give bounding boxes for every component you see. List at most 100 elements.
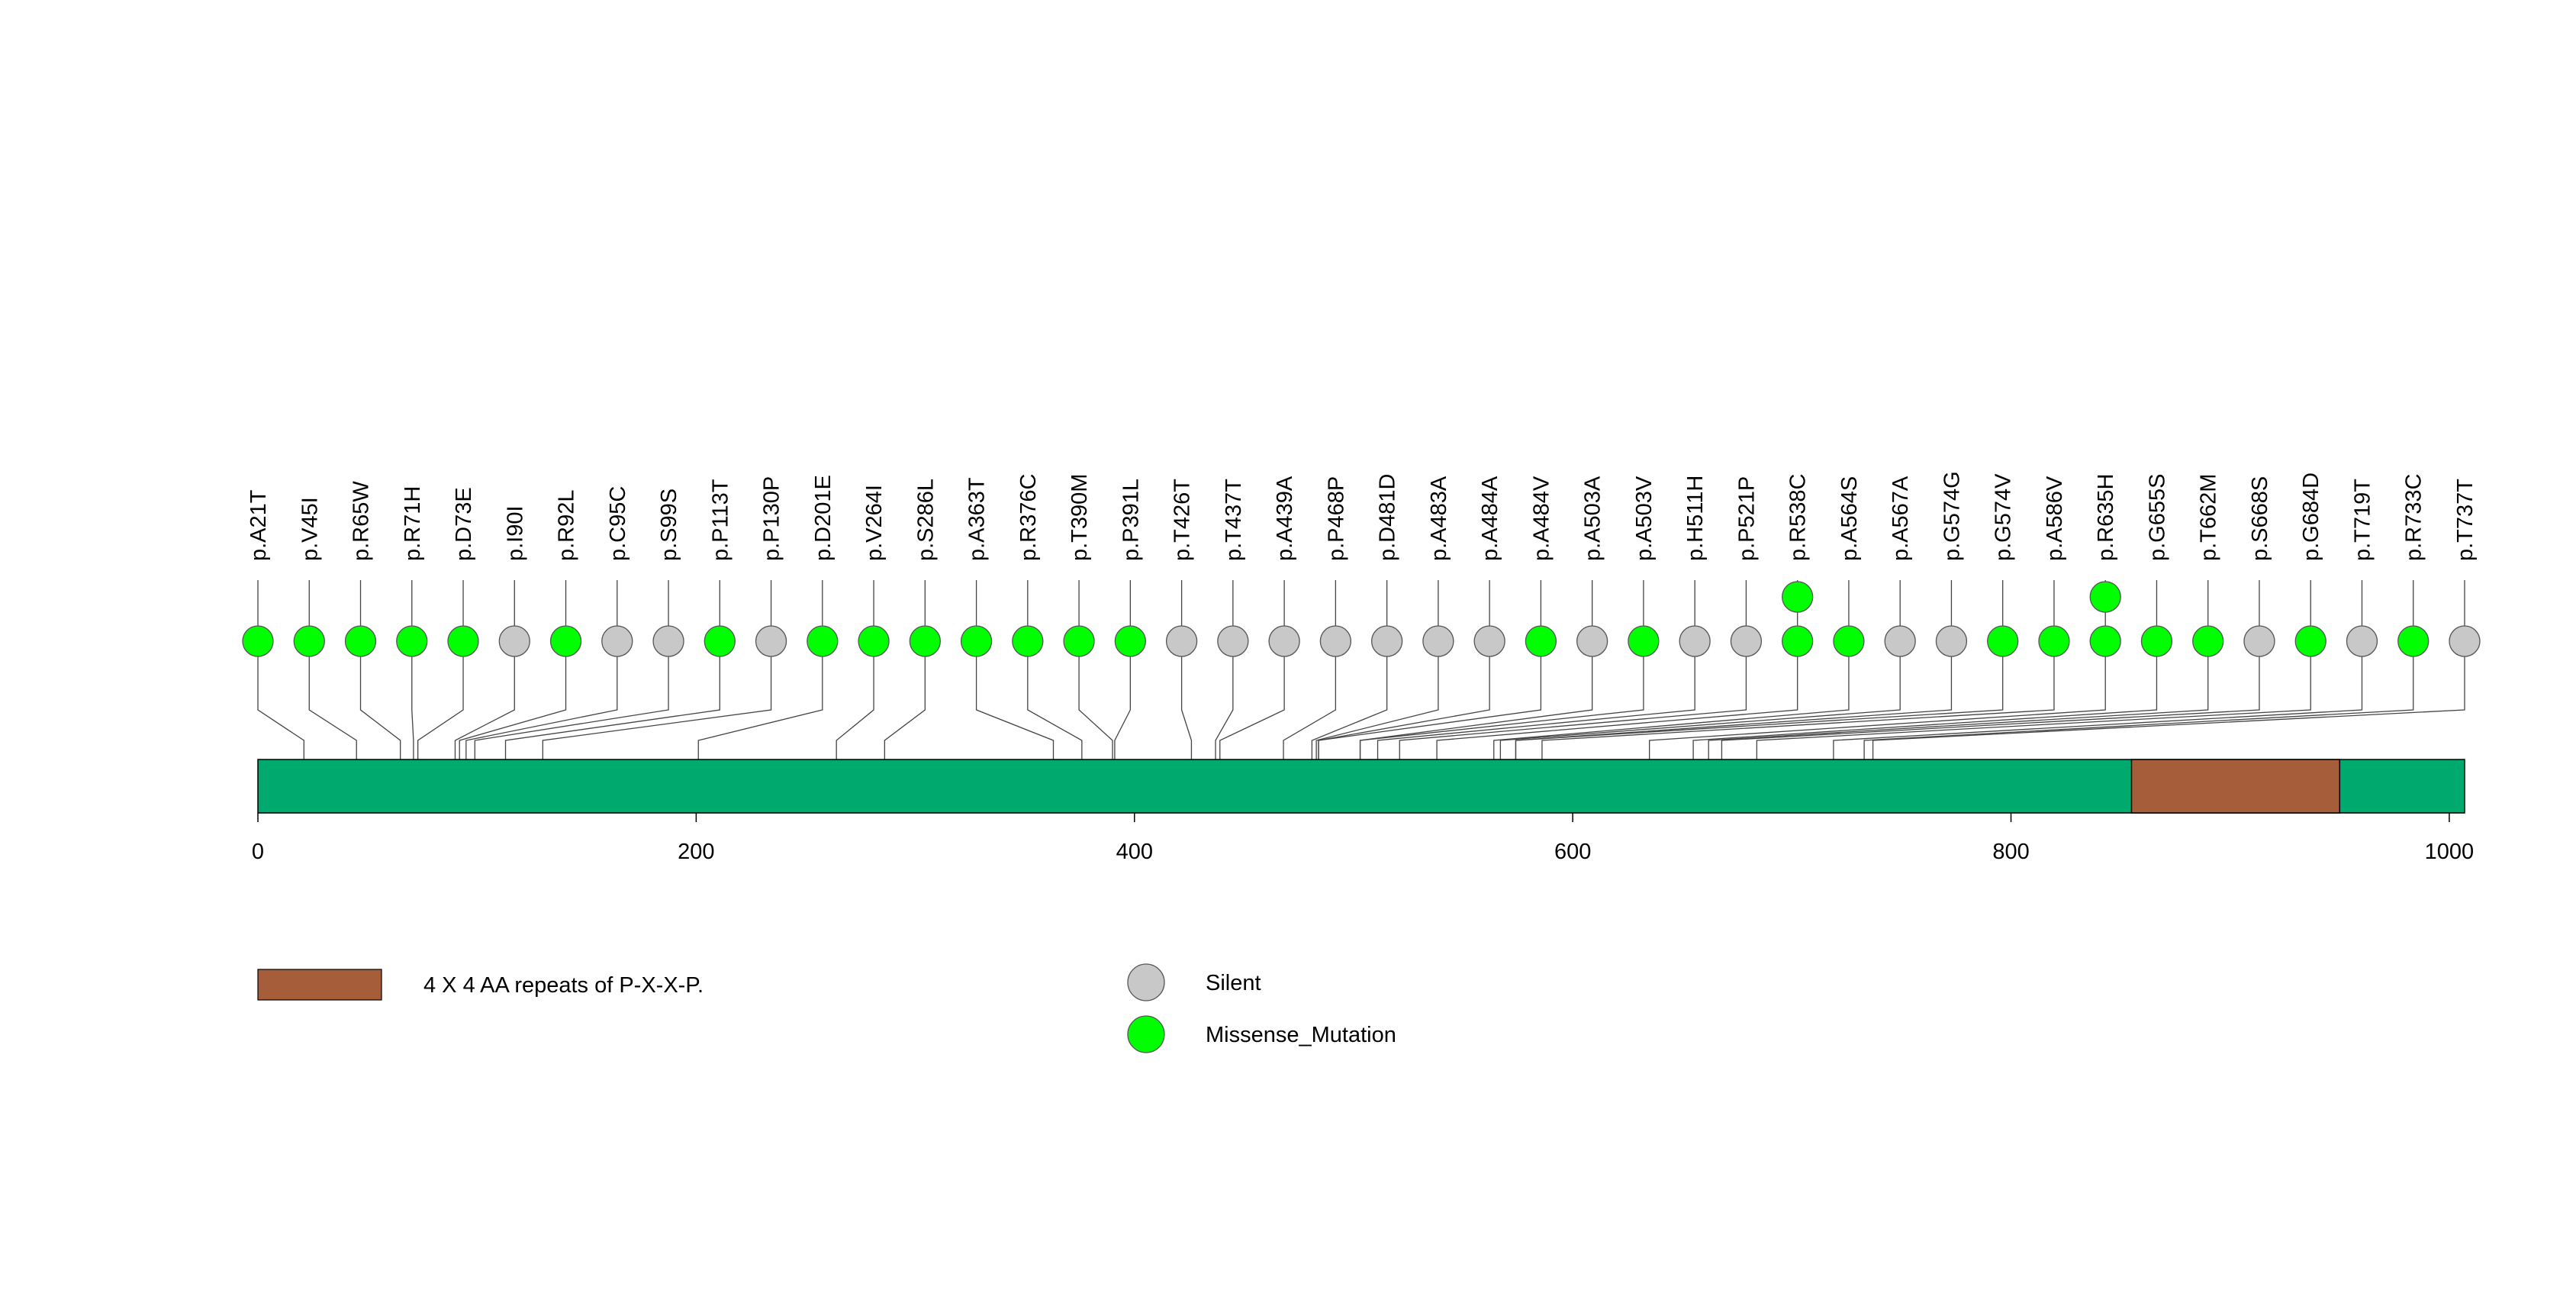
connector-p-a21t (257, 580, 304, 759)
pin-p-t437t (1217, 625, 1249, 657)
label-p-d73e: p.D73E (452, 487, 476, 561)
connector-p-t390m (1078, 580, 1113, 759)
pin-p-r635h-2 (2089, 581, 2121, 613)
label-p-a567a: p.A567A (1889, 476, 1913, 561)
label-p-c95c: p.C95C (606, 486, 630, 561)
pin-p-a503a (1576, 625, 1608, 657)
pin-p-r376c (1012, 625, 1044, 657)
connector-p-r65w (359, 580, 401, 759)
domain-regions (2130, 759, 2341, 814)
pin-p-a567a (1884, 625, 1916, 657)
tick-label-1000: 1000 (2425, 840, 2475, 864)
pin-p-r65w (344, 625, 377, 657)
label-p-a586v: p.A586V (2043, 476, 2067, 561)
pin-p-g574g (1935, 625, 1968, 657)
label-p-v264i: p.V264I (862, 485, 887, 561)
label-p-a503v: p.A503V (1632, 476, 1657, 561)
label-p-r92l: p.R92L (555, 489, 579, 561)
pin-p-p521p (1730, 625, 1763, 657)
pin-p-a483a (1422, 625, 1454, 657)
connector-p-t662m (1708, 580, 2209, 759)
label-p-p468p: p.P468P (1324, 476, 1348, 561)
pin-p-p468p (1319, 625, 1352, 657)
legend-label-missense-mutation: Missense_Mutation (1206, 1023, 1396, 1047)
label-p-a564s: p.A564S (1837, 476, 1862, 561)
pin-p-v45i (293, 625, 325, 657)
connector-p-t426t (1180, 580, 1193, 759)
connector-p-r635h (1649, 580, 2106, 759)
label-p-t662m: p.T662M (2197, 474, 2221, 561)
pin-p-g655s (2140, 625, 2173, 657)
label-p-t437t: p.T437T (1222, 479, 1246, 561)
label-p-g655s: p.G655S (2145, 474, 2169, 561)
label-p-i90i: p.I90I (503, 505, 527, 561)
mutation-labels: p.A21T p.V45I p.R65W p.R71H p.D73E p.I90I p.R9… (246, 471, 2478, 561)
connector-p-r92l (459, 580, 567, 759)
label-p-a484a: p.A484A (1478, 476, 1502, 561)
label-p-s286l: p.S286L (913, 479, 938, 561)
tick-label-200: 200 (678, 840, 714, 864)
pin-p-d201e (807, 625, 839, 657)
label-p-r376c: p.R376C (1016, 474, 1041, 561)
label-p-g574g: p.G574G (1940, 471, 1964, 561)
pin-p-d73e (447, 625, 479, 657)
connector-p-d201e (697, 580, 823, 759)
pin-p-a484v (1525, 625, 1557, 657)
label-p-r65w: p.R65W (349, 481, 374, 561)
connector-p-a503a (1359, 580, 1593, 759)
pin-p-r733c (2397, 625, 2429, 657)
pin-p-t719t (2346, 625, 2378, 657)
label-p-h511h: p.H511H (1683, 476, 1708, 561)
label-p-v45i: p.V45I (298, 497, 322, 561)
legend-marker-silent (1127, 963, 1165, 1001)
connector-p-d73e (417, 580, 464, 759)
label-p-a439a: p.A439A (1273, 476, 1297, 561)
label-p-r733c: p.R733C (2402, 474, 2426, 561)
pin-p-r635h-1 (2089, 625, 2121, 657)
label-p-r635h: p.R635H (2094, 474, 2118, 561)
pin-p-r538c-1 (1782, 625, 1814, 657)
domain-4-x-4-aa-repeats-of-p-x-x-p (2130, 759, 2341, 814)
pin-p-a564s (1833, 625, 1865, 657)
label-p-a483a: p.A483A (1427, 476, 1451, 561)
connector-p-c95c (465, 580, 618, 759)
label-p-t719t: p.T719T (2350, 479, 2375, 561)
pin-p-s286l (909, 625, 941, 657)
pin-p-t390m (1063, 625, 1095, 657)
connector-p-a363t (975, 580, 1055, 759)
connector-p-p468p (1283, 580, 1337, 759)
pin-p-p113t (704, 625, 736, 657)
label-p-s99s: p.S99S (657, 489, 681, 561)
label-p-a363t: p.A363T (965, 477, 990, 561)
pin-p-t662m (2192, 625, 2224, 657)
pin-p-r71h (396, 625, 428, 657)
pin-p-a503v (1628, 625, 1660, 657)
pin-p-p130p (755, 625, 787, 657)
pin-p-a363t (960, 625, 993, 657)
tick-label-800: 800 (1992, 840, 2029, 864)
pin-p-i90i (498, 625, 530, 657)
pin-p-c95c (601, 625, 633, 657)
pin-p-t426t (1165, 625, 1198, 657)
connector-lines (257, 580, 2465, 759)
mutation-pins (242, 581, 2481, 657)
tick-label-0: 0 (252, 840, 264, 864)
pin-p-p391l (1114, 625, 1146, 657)
connector-p-p113t (504, 580, 720, 759)
pin-p-a21t (242, 625, 274, 657)
connector-p-p521p (1399, 580, 1747, 759)
label-p-t737t: p.T737T (2453, 479, 2478, 561)
pin-p-d481d (1370, 625, 1403, 657)
legend: 4 X 4 AA repeats of P-X-X-P. Silent Missen… (257, 963, 1396, 1053)
connector-p-r71h (411, 580, 414, 759)
pin-p-s668s (2243, 625, 2275, 657)
label-p-s668s: p.S668S (2248, 476, 2272, 561)
pin-p-h511h (1679, 625, 1711, 657)
connector-p-p130p (542, 580, 772, 759)
connector-p-v264i (836, 580, 874, 759)
label-p-p130p: p.P130P (760, 476, 784, 561)
tick-label-600: 600 (1554, 840, 1591, 864)
legend-marker-missense-mutation (1127, 1015, 1165, 1053)
connector-p-t437t (1215, 580, 1234, 759)
pin-p-s99s (652, 625, 684, 657)
